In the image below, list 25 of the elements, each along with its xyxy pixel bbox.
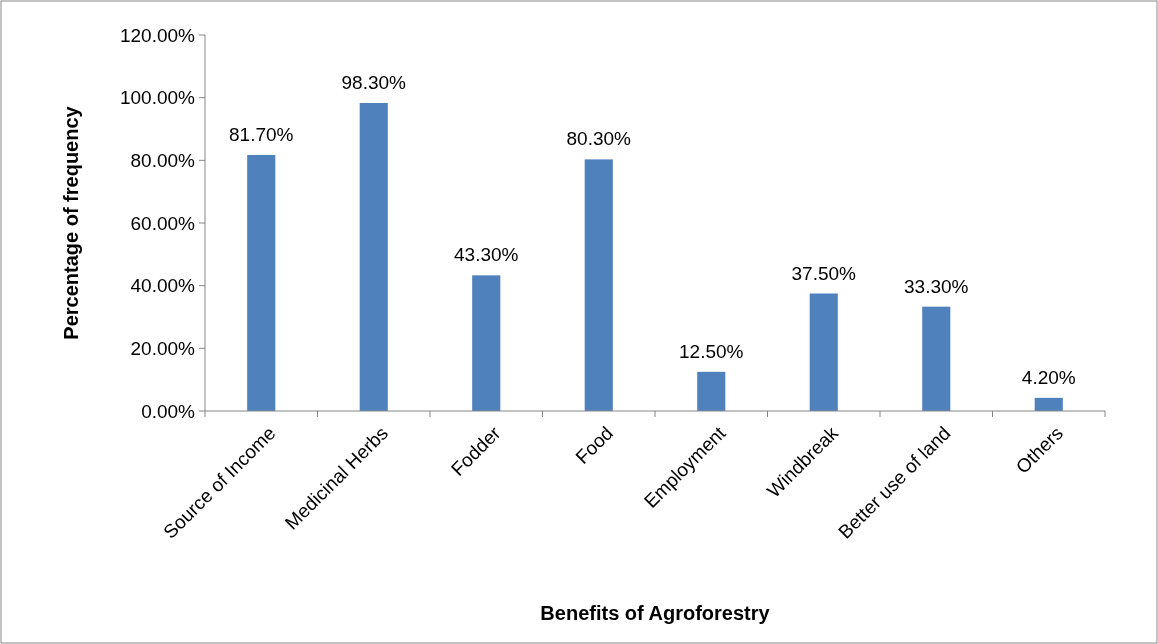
y-tick-label: 120.00% bbox=[119, 24, 196, 46]
data-label: 81.70% bbox=[229, 124, 294, 146]
bar bbox=[697, 371, 726, 411]
bar bbox=[247, 155, 276, 411]
data-label: 12.50% bbox=[679, 340, 744, 362]
y-axis-title: Percentage of frequency bbox=[60, 105, 82, 340]
bar bbox=[809, 293, 838, 411]
data-label: 33.30% bbox=[904, 275, 969, 297]
data-label: 37.50% bbox=[791, 262, 857, 284]
bar bbox=[1034, 397, 1063, 411]
bar bbox=[584, 159, 613, 411]
y-tick-label: 20.00% bbox=[130, 337, 196, 359]
x-axis-title: Benefits of Agroforestry bbox=[540, 602, 771, 624]
bar bbox=[359, 102, 388, 411]
y-tick-label: 0.00% bbox=[141, 400, 196, 422]
data-label: 98.30% bbox=[341, 71, 407, 93]
bar bbox=[472, 275, 501, 411]
y-tick-label: 40.00% bbox=[130, 275, 196, 297]
data-label: 80.30% bbox=[566, 128, 632, 150]
data-label: 4.20% bbox=[1021, 366, 1076, 388]
y-tick-label: 80.00% bbox=[130, 149, 196, 171]
y-tick-label: 100.00% bbox=[119, 87, 196, 109]
data-label: 43.30% bbox=[454, 244, 519, 266]
bar bbox=[922, 306, 951, 411]
y-tick-label: 60.00% bbox=[130, 212, 196, 234]
